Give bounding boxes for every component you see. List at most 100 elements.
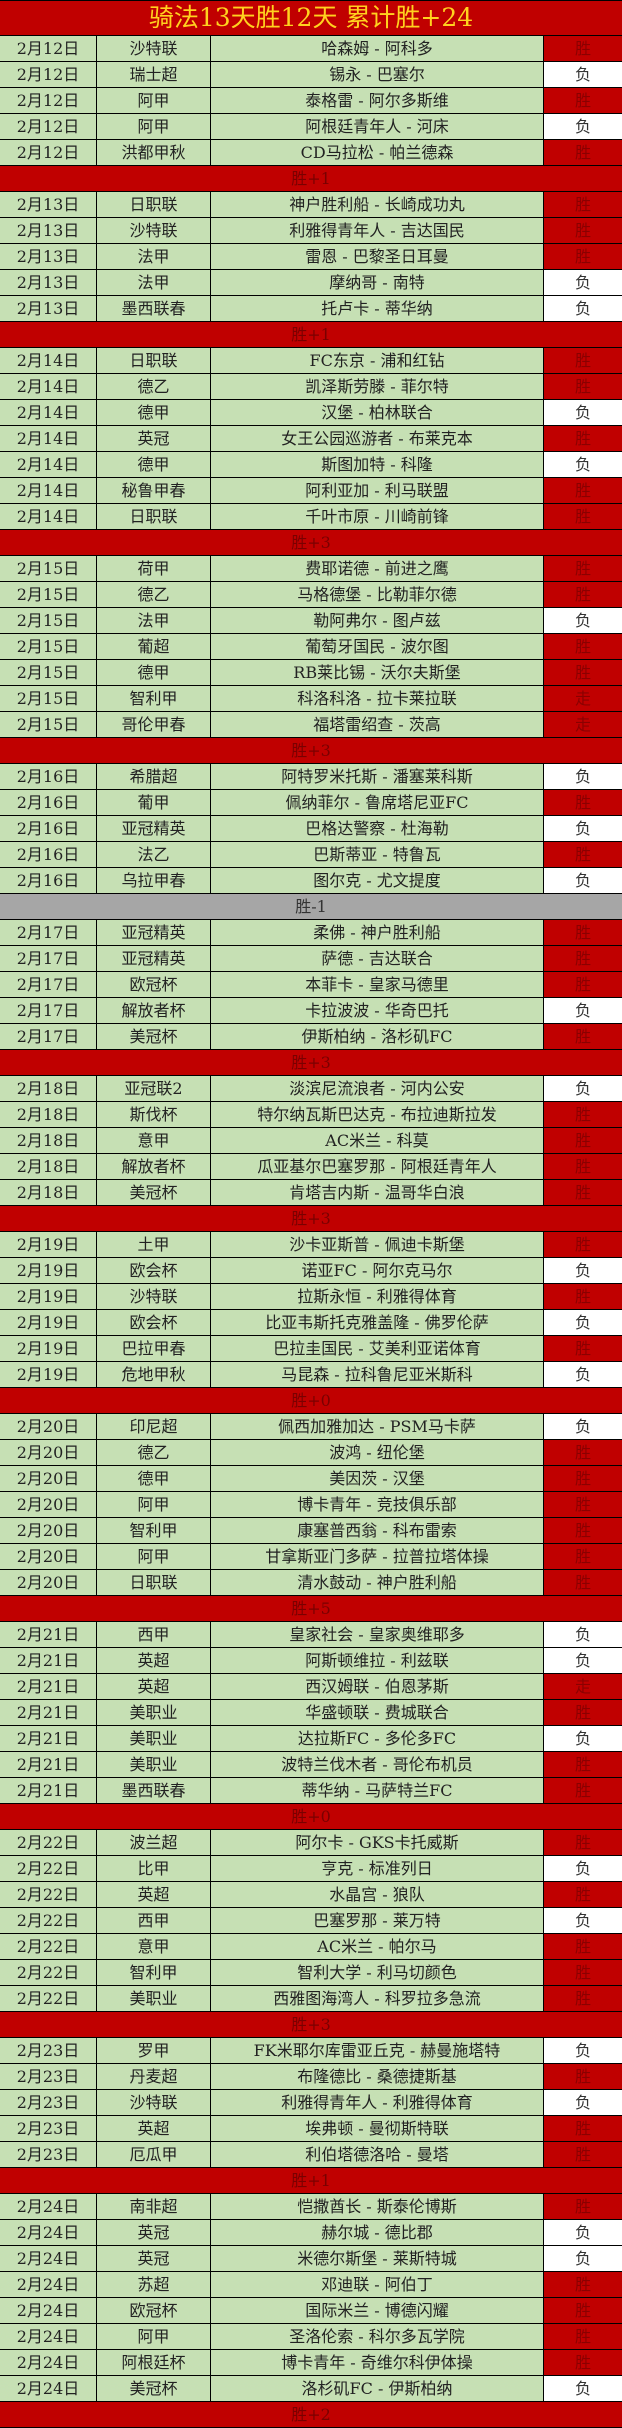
table-row: 2月24日 阿甲 圣洛伦索 - 科尔多瓦学院胜	[0, 2324, 622, 2350]
match-result: 负	[544, 1076, 622, 1101]
match-result: 胜	[544, 946, 622, 971]
league-name: 波兰超	[97, 1830, 211, 1855]
match-date: 2月12日	[0, 140, 97, 165]
match-teams: 卡拉波波 - 华奇巴托	[211, 998, 544, 1023]
table-row: 2月20日 德甲 美因茨 - 汉堡胜	[0, 1466, 622, 1492]
match-result: 负	[544, 1622, 622, 1647]
match-teams: 国际米兰 - 博德闪耀	[211, 2298, 544, 2323]
match-date: 2月22日	[0, 1986, 97, 2011]
league-name: 德甲	[97, 400, 211, 425]
match-date: 2月12日	[0, 114, 97, 139]
match-date: 2月24日	[0, 2220, 97, 2245]
table-row: 2月20日 阿甲 甘拿斯亚门多萨 - 拉普拉塔体操胜	[0, 1544, 622, 1570]
match-result: 胜	[544, 1102, 622, 1127]
league-name: 日职联	[97, 192, 211, 217]
league-name: 美冠杯	[97, 2376, 211, 2401]
match-result: 胜	[544, 192, 622, 217]
match-date: 2月15日	[0, 660, 97, 685]
league-name: 德乙	[97, 582, 211, 607]
table-row: 2月16日 法乙 巴斯蒂亚 - 特鲁瓦胜	[0, 842, 622, 868]
table-row: 2月22日 比甲 亨克 - 标准列日负	[0, 1856, 622, 1882]
match-date: 2月24日	[0, 2246, 97, 2271]
match-teams: 佩西加雅加达 - PSM马卡萨	[211, 1414, 544, 1439]
match-teams: 马昆森 - 拉科鲁尼亚米斯科	[211, 1362, 544, 1387]
match-teams: 甘拿斯亚门多萨 - 拉普拉塔体操	[211, 1544, 544, 1569]
table-row: 2月13日 法甲 雷恩 - 巴黎圣日耳曼胜	[0, 244, 622, 270]
match-result: 胜	[544, 2298, 622, 2323]
match-teams: 肯塔吉内斯 - 温哥华白浪	[211, 1180, 544, 1205]
table-row: 2月12日 瑞士超 锡永 - 巴塞尔负	[0, 62, 622, 88]
league-name: 葡超	[97, 634, 211, 659]
table-row: 2月21日 美职业 华盛顿联 - 费城联合胜	[0, 1700, 622, 1726]
table-row: 2月15日 法甲 勒阿弗尔 - 图卢兹负	[0, 608, 622, 634]
match-date: 2月24日	[0, 2350, 97, 2375]
match-result: 走	[544, 686, 622, 711]
match-teams: 洛杉矶FC - 伊斯柏纳	[211, 2376, 544, 2401]
match-date: 2月13日	[0, 192, 97, 217]
match-date: 2月24日	[0, 2272, 97, 2297]
daily-summary-row: 胜+1	[0, 322, 622, 348]
match-result: 负	[544, 62, 622, 87]
match-teams: 葡萄牙国民 - 波尔图	[211, 634, 544, 659]
match-date: 2月15日	[0, 634, 97, 659]
match-teams: 摩纳哥 - 南特	[211, 270, 544, 295]
match-result: 胜	[544, 504, 622, 529]
league-name: 阿甲	[97, 1492, 211, 1517]
league-name: 沙特联	[97, 218, 211, 243]
match-teams: 巴斯蒂亚 - 特鲁瓦	[211, 842, 544, 867]
league-name: 德甲	[97, 660, 211, 685]
match-teams: 蒂华纳 - 马萨特兰FC	[211, 1778, 544, 1803]
table-row: 2月14日 德甲 斯图加特 - 科隆负	[0, 452, 622, 478]
league-name: 丹麦超	[97, 2064, 211, 2089]
match-teams: 达拉斯FC - 多伦多FC	[211, 1726, 544, 1751]
match-date: 2月24日	[0, 2324, 97, 2349]
table-row: 2月19日 危地甲秋 马昆森 - 拉科鲁尼亚米斯科负	[0, 1362, 622, 1388]
table-row: 2月18日 意甲 AC米兰 - 科莫胜	[0, 1128, 622, 1154]
match-date: 2月12日	[0, 36, 97, 61]
match-result: 走	[544, 1674, 622, 1699]
table-row: 2月16日 乌拉甲春 图尔克 - 尤文提度负	[0, 868, 622, 894]
match-result: 胜	[544, 1960, 622, 1985]
league-name: 英超	[97, 1674, 211, 1699]
match-date: 2月16日	[0, 842, 97, 867]
match-teams: 阿特罗米托斯 - 潘塞莱科斯	[211, 764, 544, 789]
match-date: 2月23日	[0, 2116, 97, 2141]
league-name: 德乙	[97, 374, 211, 399]
league-name: 阿甲	[97, 1544, 211, 1569]
match-teams: 波鸿 - 纽伦堡	[211, 1440, 544, 1465]
match-date: 2月20日	[0, 1414, 97, 1439]
match-result: 胜	[544, 348, 622, 373]
match-result: 胜	[544, 1570, 622, 1595]
table-row: 2月16日 希腊超 阿特罗米托斯 - 潘塞莱科斯负	[0, 764, 622, 790]
match-teams: 特尔纳瓦斯巴达克 - 布拉迪斯拉发	[211, 1102, 544, 1127]
match-teams: RB莱比锡 - 沃尔夫斯堡	[211, 660, 544, 685]
table-row: 2月18日 斯伐杯 特尔纳瓦斯巴达克 - 布拉迪斯拉发胜	[0, 1102, 622, 1128]
match-date: 2月22日	[0, 1934, 97, 1959]
match-teams: AC米兰 - 科莫	[211, 1128, 544, 1153]
match-result: 负	[544, 1414, 622, 1439]
match-teams: 斯图加特 - 科隆	[211, 452, 544, 477]
match-teams: 恺撒酋长 - 斯泰伦博斯	[211, 2194, 544, 2219]
match-result: 负	[544, 2246, 622, 2271]
match-date: 2月21日	[0, 1622, 97, 1647]
match-result: 负	[544, 1648, 622, 1673]
match-date: 2月23日	[0, 2142, 97, 2167]
match-teams: 千叶市原 - 川崎前锋	[211, 504, 544, 529]
table-row: 2月20日 智利甲 康塞普西翁 - 科布雷索胜	[0, 1518, 622, 1544]
table-row: 2月19日 沙特联 拉斯永恒 - 利雅得体育胜	[0, 1284, 622, 1310]
match-result: 胜	[544, 556, 622, 581]
match-result: 胜	[544, 790, 622, 815]
match-result: 胜	[544, 2142, 622, 2167]
match-teams: 泰格雷 - 阿尔多斯维	[211, 88, 544, 113]
table-row: 2月23日 罗甲 FK米耶尔库雷亚丘克 - 赫曼施塔特负	[0, 2038, 622, 2064]
league-name: 法甲	[97, 608, 211, 633]
match-date: 2月14日	[0, 478, 97, 503]
match-date: 2月13日	[0, 296, 97, 321]
match-date: 2月20日	[0, 1544, 97, 1569]
match-date: 2月18日	[0, 1154, 97, 1179]
match-teams: 锡永 - 巴塞尔	[211, 62, 544, 87]
table-row: 2月15日 葡超 葡萄牙国民 - 波尔图胜	[0, 634, 622, 660]
match-teams: 阿尔卡 - GKS卡托威斯	[211, 1830, 544, 1855]
match-result: 胜	[544, 374, 622, 399]
